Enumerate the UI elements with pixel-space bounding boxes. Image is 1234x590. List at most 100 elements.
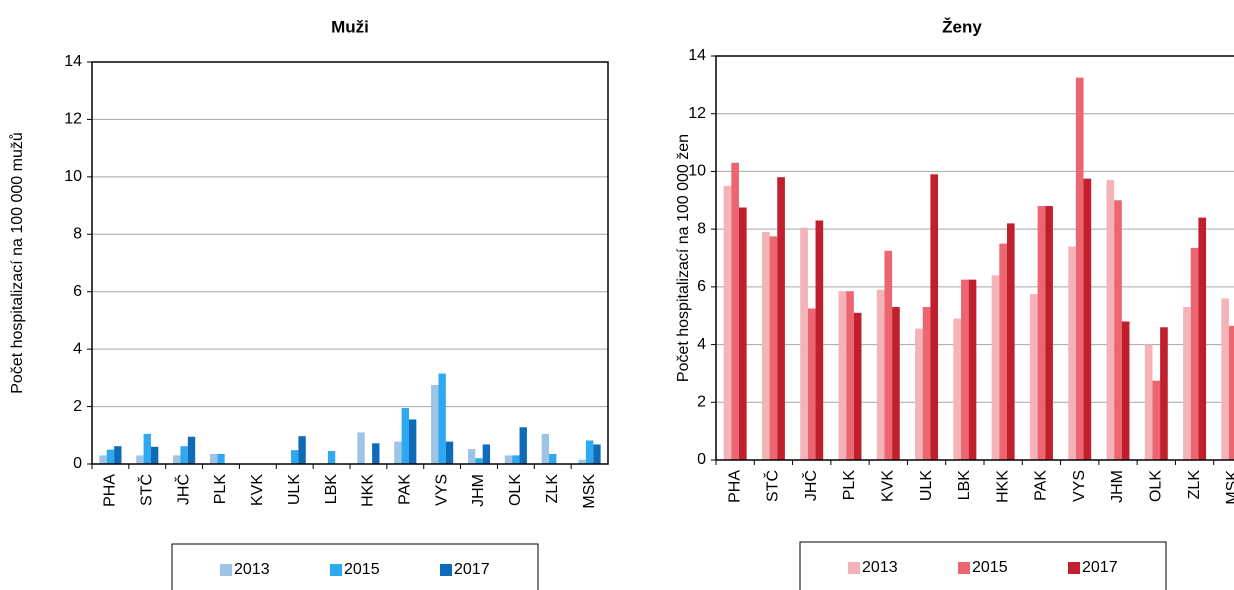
x-tick-label: PLK [212,474,229,505]
x-tick-label: PHA [726,470,743,503]
legend-label: 2013 [234,561,270,578]
bar [180,446,188,464]
bar [1106,180,1115,461]
bar [173,455,181,464]
bar [327,451,336,464]
legend-swatch [1068,562,1080,574]
bar [445,441,454,464]
bar [1160,327,1168,460]
x-tick-label: ULK [286,474,303,505]
bar [585,440,594,464]
bar [1114,200,1122,461]
bar [1075,77,1084,461]
y-tick-label: 6 [697,278,706,295]
y-tick-label: 8 [73,226,82,243]
plot-frame [715,55,1234,461]
bar [838,291,847,460]
bar [217,453,225,464]
y-tick-label: 4 [73,340,82,357]
bar [815,220,824,460]
bar [408,419,417,464]
x-tick-label: OLK [507,474,524,506]
bar [777,177,785,460]
bar [438,373,446,464]
bar [143,433,151,464]
y-tick-label: 0 [73,455,82,472]
bar [114,446,122,464]
x-tick-label: LBK [956,470,973,501]
x-tick-label: ULK [918,470,935,501]
bar [876,289,885,460]
bar [372,443,380,464]
bar [150,446,159,464]
bar [953,318,962,460]
bar [482,444,491,464]
y-tick-label: 14 [64,53,82,70]
x-tick-label: ZLK [544,474,561,504]
legend-label: 2015 [972,559,1008,576]
bar [578,459,586,464]
bar [761,232,770,460]
bar [106,449,115,464]
x-tick-label: PHA [102,474,119,507]
x-tick-label: JHM [1109,470,1126,503]
bar [1190,247,1199,460]
bar [1121,321,1130,460]
bar [99,455,107,464]
bar [800,227,808,460]
bar [915,328,923,460]
x-tick-label: PAK [1033,470,1050,501]
legend-label: 2015 [344,561,380,578]
bar [922,307,931,460]
bar [298,436,306,464]
y-tick-label: 8 [697,220,706,237]
x-tick-label: JHČ [801,470,820,501]
plot-frame [91,61,609,465]
legend-swatch [220,564,232,576]
x-tick-label: LBK [323,474,340,505]
y-axis-label: Počet hospitalizací na 100 000 mužů [8,132,26,394]
bar [968,279,977,460]
y-axis-label: Počet hospitalizací na 100 000 žen [675,134,692,382]
y-tick-label: 2 [697,394,706,411]
bar [431,385,439,464]
legend-label: 2017 [1082,559,1118,576]
bar [1183,307,1191,460]
chart-title: Muži [331,17,369,36]
bar [892,307,900,460]
legend-box [799,541,1167,590]
bar [291,450,299,464]
bar [187,436,196,464]
legend-swatch [848,562,860,574]
x-tick-label: MSK [581,474,598,509]
x-tick-label: ZLK [1186,470,1203,500]
legend-swatch [330,564,342,576]
y-tick-label: 10 [688,163,706,180]
legend-label: 2013 [862,559,898,576]
bar [1037,206,1046,460]
bar [807,308,816,460]
bar [1029,294,1038,460]
x-tick-label: JHM [470,474,487,507]
bar [1083,178,1092,460]
bar [401,408,409,464]
charts: Muži Počet hospitalizací na 100 000 mužů 0… [8,17,1234,590]
bar [475,458,483,464]
legend-swatch [958,562,970,574]
bar [961,279,969,460]
bar [738,207,747,460]
bar [884,250,893,460]
y-tick-label: 6 [73,283,82,300]
y-tick-label: 2 [73,398,82,415]
bar [549,453,557,464]
x-tick-label: MSK [1224,470,1234,505]
legend-box [171,543,539,590]
x-tick-label: KVK [880,470,897,502]
bar [930,174,939,461]
bar [1152,380,1161,460]
x-tick-label: HKK [360,474,377,507]
bar [1198,217,1207,460]
bar [1229,325,1234,460]
y-tick-label: 12 [64,111,82,128]
bar [853,312,862,460]
